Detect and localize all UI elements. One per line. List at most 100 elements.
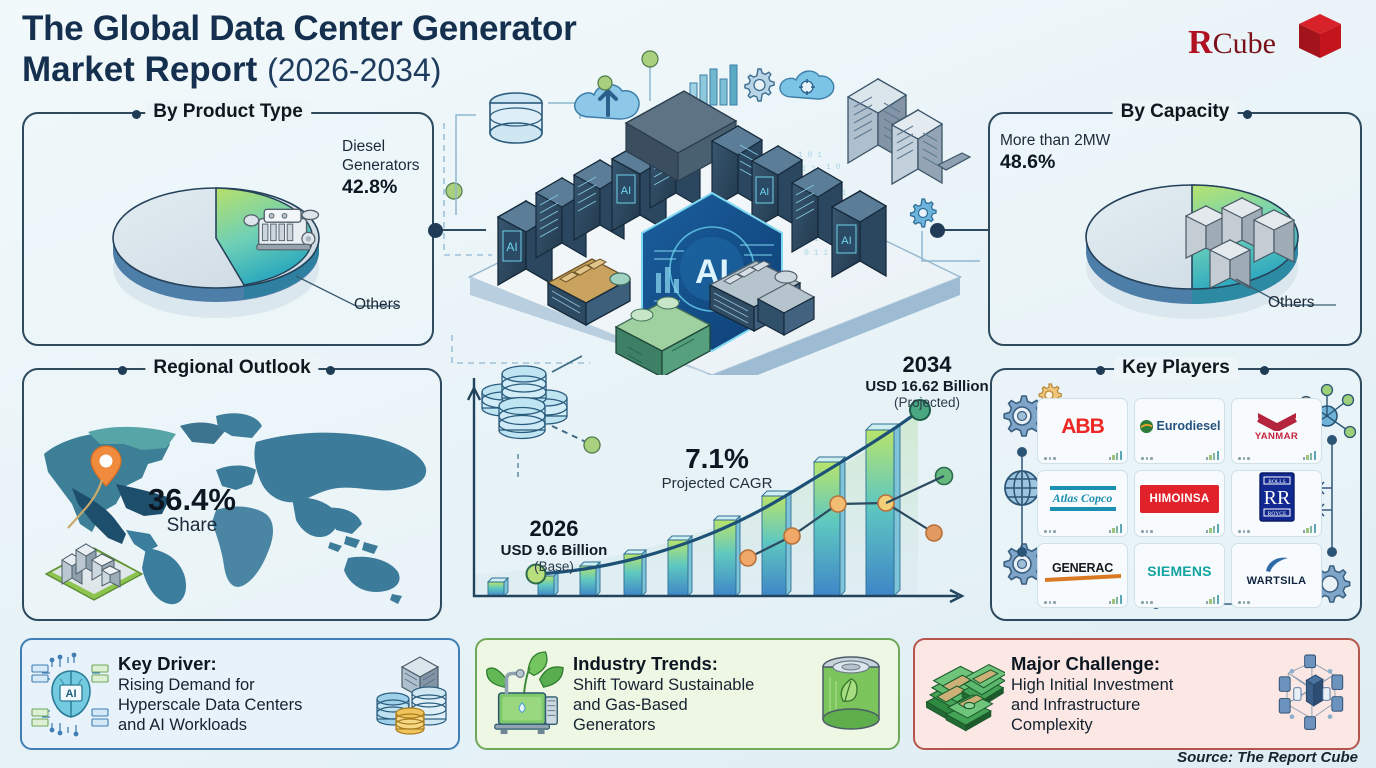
svg-text:AI: AI: [760, 187, 769, 198]
card-key-driver-text: Key Driver: Rising Demand for Hyperscale…: [112, 653, 372, 736]
card-industry-trends-heading: Industry Trends:: [573, 652, 718, 674]
key-player-card-footer: [1238, 449, 1316, 460]
title-line-2: Market Report (2026-2034): [22, 49, 722, 90]
key-player-card-footer: [1141, 522, 1219, 533]
svg-text:RR: RR: [1263, 487, 1290, 509]
connector-center-to-capacity: [936, 229, 988, 232]
green-generator-icon: [486, 651, 564, 735]
pie-label-diesel: Diesel Generators 42.8%: [342, 138, 434, 200]
key-player-card[interactable]: ABB: [1037, 398, 1128, 464]
key-player-card[interactable]: SIEMENS: [1134, 542, 1225, 608]
ai-brain-circuit-icon: AI: [31, 652, 109, 737]
panel-by-capacity: By Capacity: [988, 101, 1362, 346]
mini-bar-chart-icon: [1108, 523, 1122, 533]
panel-title-product-type: By Product Type: [145, 101, 311, 123]
svg-text:ROYCE: ROYCE: [1267, 511, 1286, 517]
pie-chart-product-type: [112, 187, 320, 318]
pie-label-2mw-text: More than 2MW: [1000, 132, 1111, 149]
card-key-driver-heading: Key Driver:: [118, 652, 217, 674]
key-player-card-footer: [1141, 449, 1219, 460]
key-player-card-footer: [1044, 449, 1122, 460]
key-player-card[interactable]: GENERAC: [1037, 542, 1128, 608]
key-player-card[interactable]: HIMOINSA: [1134, 469, 1225, 537]
chart-end-year: 2034: [902, 352, 952, 377]
connector-dot-product: [428, 223, 443, 238]
gear-icon-large-top-left: [1003, 395, 1045, 437]
svg-text:ROLLS: ROLLS: [1268, 479, 1285, 485]
pie-label-others-product: Others: [354, 296, 401, 313]
chart-point-base: [525, 563, 547, 585]
key-player-card[interactable]: YANMAR: [1231, 398, 1322, 464]
panel-key-players: Key Players: [990, 357, 1362, 621]
eurodiesel-mark-icon: [1139, 420, 1153, 434]
server-and-coins-icon: [376, 656, 447, 735]
gear-icon-large-bottom-left: [1003, 543, 1045, 585]
gear-icon-illustration-right: [909, 198, 937, 228]
pie-label-2mw: More than 2MW 48.6%: [1000, 132, 1160, 175]
key-player-card[interactable]: Eurodiesel: [1134, 398, 1225, 464]
panel-title-dot-left-players: [1096, 365, 1105, 375]
logo-cube-text: Cube: [1212, 27, 1276, 60]
chart-label-base-year: 2026 USD 9.6 Billion (Base): [474, 516, 634, 574]
growth-chart-svg: [466, 355, 965, 604]
card-key-driver-line3: and AI Workloads: [118, 716, 248, 735]
key-player-logo-text: HIMOINSA: [1149, 492, 1210, 505]
source-credit: Source: The Report Cube: [1177, 749, 1358, 766]
panel-title-dot-right-regional: [326, 365, 335, 375]
chart-end-note: (Projected): [893, 395, 961, 410]
chart-cagr-block: 7.1% Projected CAGR: [627, 443, 807, 492]
title-line-1: The Global Data Center Generator: [22, 9, 577, 48]
card-key-driver-line1: Rising Demand for: [118, 675, 255, 694]
pin-leader-curve: [67, 479, 104, 529]
panel-regional-outlook: Regional Outlook: [22, 357, 442, 621]
svg-text:0 1 1: 0 1 1: [804, 249, 828, 258]
pie-label-diesel-line1: Diesel: [342, 138, 386, 155]
svg-text:1 0: 1 0: [826, 163, 841, 172]
panel-title-dot-right-players: [1260, 365, 1269, 375]
generator-icon-green: [614, 296, 712, 375]
key-player-card-footer: [1141, 593, 1219, 604]
card-industry-trends-line2: and Gas-Based: [573, 696, 688, 715]
server-racks-group: AI AI: [496, 90, 888, 287]
card-major-challenge-line2: and Infrastructure: [1011, 696, 1141, 715]
generator-icon-left: [546, 258, 632, 327]
chart-end-value: USD 16.62 Billion: [865, 378, 989, 395]
pie-label-diesel-line2: Generators: [342, 156, 420, 174]
key-player-logo-text: GENERAC: [1051, 560, 1114, 575]
key-player-card[interactable]: Atlas Copco: [1037, 469, 1128, 537]
mini-bar-chart-icon: [1302, 523, 1316, 533]
svg-text:AI: AI: [506, 240, 517, 254]
ellipsis-icon: [1238, 601, 1250, 604]
chart-base-note: (Base): [534, 559, 574, 574]
panel-title-capacity: By Capacity: [1112, 101, 1238, 123]
panel-title-dot-left: [132, 109, 141, 119]
chart-cagr-value: 7.1%: [685, 443, 749, 474]
growth-bars: [486, 422, 902, 598]
infrastructure-network-icon: [1278, 654, 1344, 730]
cube-icon: [1299, 14, 1341, 58]
money-stacks-icon: [925, 663, 1005, 732]
location-pin-icon: [90, 445, 122, 487]
key-player-logo-text: ABB: [1061, 414, 1104, 438]
card-key-driver: AI Key Driver: Rising Demand for Hypersc…: [20, 638, 460, 750]
key-player-logo-text: SIEMENS: [1147, 562, 1212, 579]
chart-base-value: USD 9.6 Billion: [500, 542, 608, 559]
card-major-challenge-text: Major Challenge: High Initial Investment…: [1005, 653, 1272, 736]
card-industry-trends: Industry Trends: Shift Toward Sustainabl…: [475, 638, 900, 750]
generator-icon-far-right: [756, 282, 816, 337]
green-fuel-canister-icon: [822, 656, 880, 730]
gear-icon-illustration-top: [744, 68, 775, 102]
mini-bar-chart-icon: [1205, 450, 1219, 460]
page-title: The Global Data Center Generator Market …: [22, 8, 722, 91]
key-player-card[interactable]: WARTSILA: [1231, 542, 1322, 608]
card-major-challenge-heading: Major Challenge:: [1011, 652, 1161, 674]
regional-share-block: 36.4% Share: [148, 484, 236, 537]
ellipsis-icon: [1044, 456, 1056, 460]
panel-by-product-type: By Product Type: [22, 101, 434, 346]
panel-title-key-players: Key Players: [1114, 357, 1238, 379]
coin-stacks-icon: [481, 365, 568, 440]
title-years: (2026-2034): [267, 52, 442, 89]
card-major-challenge: Major Challenge: High Initial Investment…: [913, 638, 1360, 750]
key-player-card[interactable]: ROLLS RR ROYCE: [1231, 469, 1322, 537]
mini-bar-chart-icon: [1205, 523, 1219, 533]
